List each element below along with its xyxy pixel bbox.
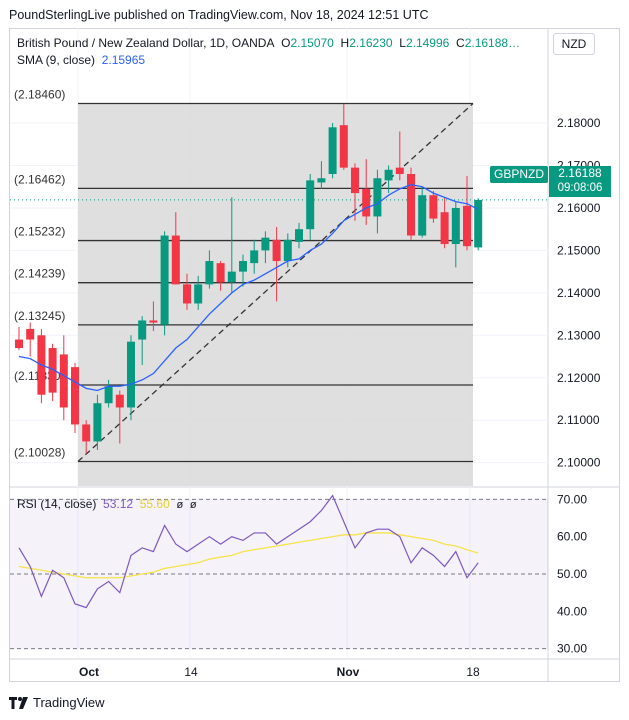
candle-body xyxy=(306,180,315,230)
symbol-title: British Pound / New Zealand Dollar, 1D, … xyxy=(17,36,275,50)
eye-off-icon[interactable]: ø xyxy=(189,499,197,511)
fib-level-label: (2.16462) xyxy=(14,172,65,186)
candle-body xyxy=(48,348,57,393)
candle-body xyxy=(474,199,483,248)
candle-body xyxy=(82,424,91,442)
chart-legend: British Pound / New Zealand Dollar, 1D, … xyxy=(17,36,520,50)
rsi-line xyxy=(18,494,479,609)
price-tick-label: 2.14000 xyxy=(557,286,601,300)
rsi-tick-label: 60.00 xyxy=(557,530,587,544)
candle-body xyxy=(250,250,259,264)
price-tick-label: 2.12000 xyxy=(557,371,601,385)
candle-body xyxy=(194,284,203,304)
fib-level-label: (2.14239) xyxy=(14,267,65,281)
candle-body xyxy=(463,205,471,247)
sma-label: SMA (9, close) xyxy=(17,53,96,67)
price-tick-label: 2.10000 xyxy=(557,456,601,470)
candle-body xyxy=(71,367,79,425)
candle-body xyxy=(171,235,180,285)
candle-body xyxy=(205,261,214,285)
open-value: 2.15070 xyxy=(290,36,334,50)
candle-body xyxy=(115,394,124,408)
candle-body xyxy=(59,354,68,408)
candle-body xyxy=(339,125,348,168)
price-tick-label: 2.15000 xyxy=(557,243,601,257)
candle-body xyxy=(451,207,460,245)
fib-box xyxy=(78,103,473,486)
candle-body xyxy=(429,195,438,219)
candle-body xyxy=(418,195,427,236)
candle-body xyxy=(160,235,169,325)
time-tick-label: Oct xyxy=(79,665,99,679)
candle-body xyxy=(272,239,281,262)
candle-body xyxy=(15,339,23,349)
sma-line xyxy=(18,183,479,392)
rsi-label: RSI (14, close) xyxy=(17,497,97,511)
fib-level-label: (2.18460) xyxy=(14,88,65,102)
close-value: 2.16188… xyxy=(464,36,521,50)
close-label: C xyxy=(456,36,465,50)
sma-value: 2.15965 xyxy=(101,53,146,67)
sma-legend: SMA (9, close) 2.15965 xyxy=(17,53,145,67)
candle-body xyxy=(395,167,404,174)
candle-body xyxy=(328,127,337,174)
candle-body xyxy=(351,167,359,194)
rsi-tick-label: 50.00 xyxy=(557,567,587,581)
candle-body xyxy=(227,271,236,283)
last-price-tag: 2.16188 09:08:06 xyxy=(549,166,611,197)
time-tick-label: 18 xyxy=(466,665,480,679)
time-tick-label: Nov xyxy=(337,665,360,679)
bar-countdown: 09:08:06 xyxy=(557,182,603,194)
brand-name: TradingView xyxy=(33,695,105,710)
candle-body xyxy=(440,212,449,245)
high-value: 2.16230 xyxy=(349,36,393,50)
candle-body xyxy=(93,403,102,442)
rsi-legend: RSI (14, close) 53.12 55.60 ø ø xyxy=(17,497,197,511)
candle-body xyxy=(373,178,382,217)
rsi-tick-label: 30.00 xyxy=(557,642,587,656)
rsi-ma-value: 55.60 xyxy=(139,497,170,511)
high-label: H xyxy=(340,36,350,50)
candle-body xyxy=(26,328,35,340)
candle-body xyxy=(384,169,393,181)
candle-body xyxy=(295,229,303,242)
candle-body xyxy=(283,239,292,262)
fib-level-label: (2.15232) xyxy=(14,225,65,239)
candle-body xyxy=(127,341,135,408)
candle-body xyxy=(261,237,270,251)
candle-body xyxy=(104,386,113,404)
candle-body xyxy=(216,263,225,283)
publish-header: PoundSterlingLive published on TradingVi… xyxy=(9,8,429,22)
time-tick-label: 14 xyxy=(184,665,198,679)
rsi-tick-label: 70.00 xyxy=(557,492,587,506)
candle-body xyxy=(149,320,158,323)
tradingview-logo-icon xyxy=(9,696,28,709)
candle-body xyxy=(239,261,247,272)
low-label: L xyxy=(399,36,406,50)
chart-frame xyxy=(9,28,620,682)
price-tick-label: 2.13000 xyxy=(557,328,601,342)
fib-level-label: (2.13245) xyxy=(14,309,65,323)
price-tick-label: 2.18000 xyxy=(557,116,601,130)
symbol-tag: GBPNZD xyxy=(490,166,549,183)
candle-body xyxy=(183,284,191,304)
candle-body xyxy=(317,178,326,183)
rsi-tick-label: 40.00 xyxy=(557,604,587,618)
candle-body xyxy=(362,188,371,217)
rsi-ma-line xyxy=(18,532,479,579)
candle-body xyxy=(407,174,415,236)
last-price: 2.16188 xyxy=(558,166,602,180)
candle-body xyxy=(138,320,147,340)
rsi-value: 53.12 xyxy=(103,497,134,511)
price-tick-label: 2.16000 xyxy=(557,201,601,215)
price-tick-label: 2.11000 xyxy=(557,413,600,427)
fib-level-label: (2.10028) xyxy=(14,445,65,459)
currency-selector[interactable]: NZD xyxy=(553,33,595,55)
low-value: 2.14996 xyxy=(405,36,450,50)
footer: TradingView xyxy=(9,695,105,710)
eye-off-icon[interactable]: ø xyxy=(176,499,184,511)
trend-diagonal xyxy=(77,103,474,462)
open-label: O xyxy=(281,36,291,50)
